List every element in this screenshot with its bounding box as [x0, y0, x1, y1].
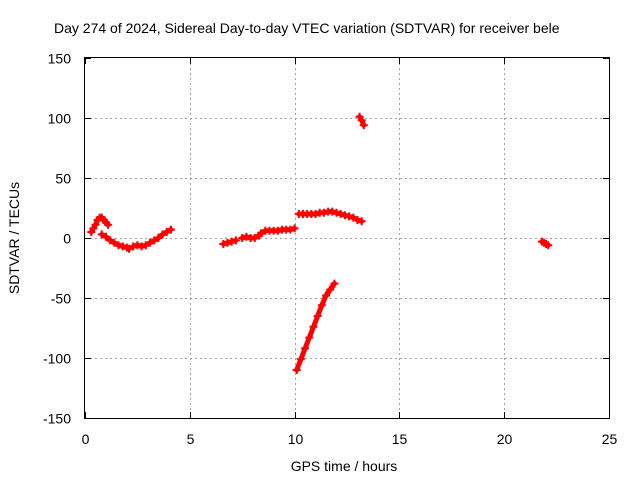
x-tick-label: 25: [602, 431, 618, 447]
data-segment: [219, 236, 240, 248]
x-tick-label: 0: [82, 431, 90, 447]
data-point: [311, 210, 320, 218]
data-point: [257, 229, 266, 238]
data-point: [141, 241, 150, 250]
data-point: [332, 208, 341, 217]
data-point: [296, 355, 305, 364]
x-axis-title: GPS time / hours: [291, 458, 398, 474]
data-point: [223, 238, 232, 247]
data-point: [104, 220, 113, 229]
data-point: [544, 241, 553, 250]
data-point: [286, 225, 295, 234]
data-point: [250, 234, 259, 242]
data-point: [137, 242, 146, 251]
data-point: [301, 344, 310, 353]
data-point: [101, 232, 110, 241]
data-point: [154, 234, 163, 242]
data-trace: [294, 281, 337, 373]
y-tick-labels: -150 -100 -50 0 50 100 150: [43, 51, 71, 427]
x-tick-label: 15: [392, 431, 408, 447]
data-segment: [294, 207, 366, 226]
y-tick-label: 0: [63, 231, 71, 247]
grid-layer: [85, 58, 609, 418]
data-point: [328, 207, 337, 216]
y-tick-label: -50: [51, 291, 71, 307]
data-point: [305, 333, 314, 342]
data-point: [309, 322, 318, 331]
data-segment: [257, 224, 299, 238]
data-point: [319, 208, 328, 217]
y-tick-label: -150: [43, 411, 71, 427]
data-point: [219, 240, 228, 248]
data-point: [91, 220, 100, 229]
x-tick-labels: 0 5 10 15 20 25: [82, 431, 618, 447]
data-point: [330, 279, 339, 288]
data-point: [326, 285, 335, 294]
data-segment: [87, 213, 113, 236]
data-point: [336, 210, 345, 218]
data-point: [166, 225, 175, 234]
y-axis-title: SDTVAR / TECUs: [6, 182, 22, 294]
data-point: [231, 236, 240, 245]
data-point: [290, 224, 299, 233]
data-segment: [129, 225, 175, 251]
data-point: [292, 366, 301, 374]
data-point: [340, 211, 349, 220]
data-point: [162, 228, 171, 236]
chart-title: Day 274 of 2024, Sidereal Day-to-day VTE…: [54, 20, 560, 36]
data-point: [150, 236, 159, 245]
data-segment: [355, 112, 368, 130]
x-tick-label: 10: [288, 431, 304, 447]
data-point: [227, 237, 236, 246]
y-tick-label: -100: [43, 351, 71, 367]
data-point: [145, 238, 154, 247]
data-point: [273, 226, 282, 235]
data-point: [110, 238, 119, 247]
data-point: [345, 212, 354, 221]
data-point: [125, 244, 134, 253]
data-point: [317, 301, 326, 310]
data-segment: [97, 230, 134, 253]
data-point: [357, 116, 366, 125]
y-tick-label: 50: [55, 171, 71, 187]
y-tick-label: 150: [48, 51, 72, 67]
data-point: [129, 242, 138, 251]
data-point: [114, 241, 123, 250]
data-point: [133, 241, 142, 250]
data-point: [322, 291, 331, 300]
x-tick-label: 5: [187, 431, 195, 447]
data-point: [349, 213, 358, 222]
data-point: [313, 312, 322, 320]
data-point: [359, 121, 368, 130]
data-points: [87, 112, 553, 374]
data-point: [242, 232, 251, 241]
x-tick-label: 20: [497, 431, 513, 447]
data-point: [106, 236, 115, 245]
y-tick-label: 100: [48, 111, 72, 127]
data-point: [353, 216, 362, 224]
data-segment: [537, 237, 553, 250]
data-point: [158, 230, 167, 239]
data-segment: [292, 279, 339, 374]
plot-frame: [84, 57, 610, 419]
data-point: [238, 234, 247, 242]
data-point: [97, 230, 106, 239]
data-point: [357, 217, 366, 226]
data-point: [118, 242, 127, 251]
